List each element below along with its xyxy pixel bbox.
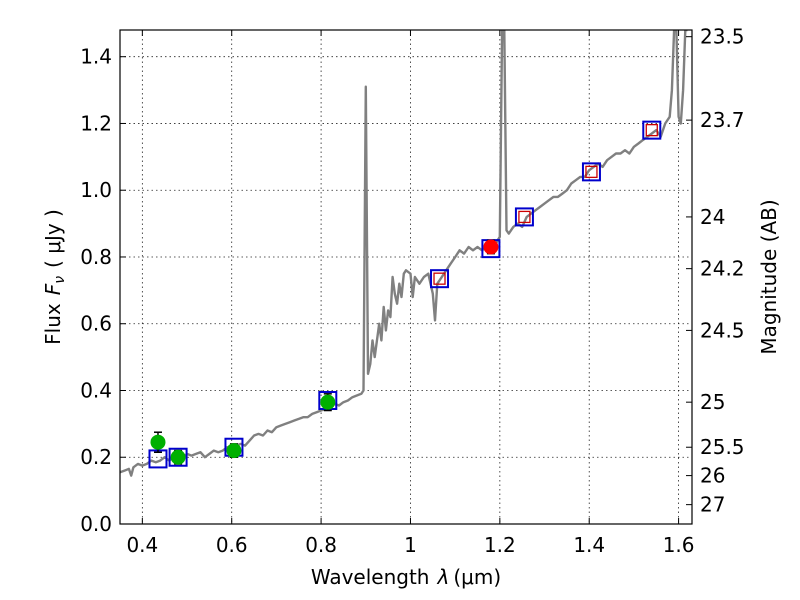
model-photometry-inner-square [645,123,658,137]
model-photometry-square [430,269,450,289]
y-tick-label: 1.2 [80,111,112,135]
y-tick-label: 0.8 [80,245,112,269]
right-tick-label: 24.2 [700,257,745,281]
model-photometry-square [642,120,662,140]
y-tick-label: 0.0 [80,512,112,536]
right-axis-title: Magnitude (AB) [757,199,781,354]
x-tick-label: 0.8 [305,533,337,557]
sed-line-layer [120,30,688,477]
model-photometry-square [514,207,534,227]
plot-frame [119,29,693,525]
right-tick-label: 25.5 [700,435,745,459]
y-tick-label: 1.4 [80,45,112,69]
axis-ticks: 0.4 0.6 0.8 1 1.2 1.4 1.6 0.0 0.2 0.4 0.6 0.8 1.0 1.2… [80,25,744,557]
right-tick-label: 23.5 [700,25,745,49]
y-tick-label: 0.6 [80,312,112,336]
observed-flux-point [483,239,499,255]
y-tick-label: 0.4 [80,378,112,402]
sed-model-line [120,30,688,477]
x-tick-label: 0.4 [126,533,158,557]
grid [120,30,692,525]
y-axis-title: FluxFν( μJy ) [41,209,68,345]
right-tick-label: 24.5 [700,318,745,342]
observed-flux-point [320,394,336,410]
right-tick-label: 25 [700,390,725,414]
markers-layer [148,120,662,469]
right-tick-label: 24 [700,205,725,229]
x-axis-title: Wavelength λ (μm) [311,565,501,589]
x-tick-label: 0.6 [216,533,248,557]
model-photometry-square [581,162,601,182]
x-tick-label: 1.4 [573,533,605,557]
y-tick-label: 0.2 [80,445,112,469]
right-tick-label: 23.7 [700,108,745,132]
x-tick-label: 1.2 [484,533,516,557]
model-photometry-square [168,447,188,467]
model-photometry-inner-square [433,272,446,285]
x-tick-label: 1 [404,533,417,557]
right-tick-label: 27 [700,493,725,517]
model-photometry-inner-square [518,210,531,224]
observed-flux-point [150,434,166,450]
observed-flux-point [170,449,186,465]
model-photometry-inner-square [585,165,598,179]
right-tick-label: 26 [700,464,725,488]
x-tick-label: 1.6 [663,533,695,557]
observed-flux-point [226,443,242,459]
y-tick-label: 1.0 [80,178,112,202]
